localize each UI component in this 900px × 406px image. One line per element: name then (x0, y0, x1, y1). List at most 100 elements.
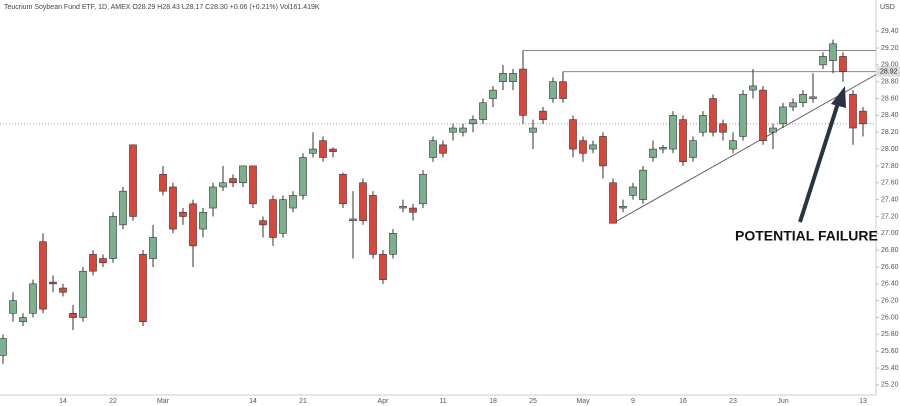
candle-body (619, 206, 627, 209)
candle-body (249, 165, 257, 205)
candle-body (579, 140, 587, 154)
candle-body (299, 157, 307, 196)
annotation-text: POTENTIAL FAILURE (735, 228, 878, 244)
x-tick-label: 25 (529, 398, 537, 405)
candle-body (819, 56, 827, 66)
candle-body (99, 258, 107, 264)
x-tick-label: 21 (299, 398, 307, 405)
candle-body (479, 102, 487, 120)
candle-body (589, 144, 597, 150)
candle-body (229, 178, 237, 184)
candle-body (0, 338, 7, 356)
candle-body (239, 165, 247, 184)
candle-body (19, 317, 27, 323)
trend-line (612, 74, 877, 224)
candle-body (849, 94, 857, 129)
candle-body (79, 270, 87, 318)
chart-title: Teucrium Soybean Fund ETF, 1D, AMEX O28.… (4, 4, 320, 11)
x-tick-label: 9 (631, 398, 635, 405)
x-tick-label: 14 (249, 398, 257, 405)
candle-body (189, 203, 197, 247)
candle-body (319, 140, 327, 158)
candle-body (329, 148, 337, 152)
candle-body (809, 96, 817, 99)
candle-body (69, 313, 77, 318)
candle-body (399, 206, 407, 209)
candle-body (609, 182, 617, 224)
candle-body (859, 110, 867, 125)
candle-body (519, 68, 527, 116)
candle-body (759, 89, 767, 141)
y-tick-label: 27.80 (881, 163, 899, 170)
candle-body (259, 220, 267, 226)
candle-body (469, 119, 477, 125)
candle-body (679, 119, 687, 163)
price-label: 28.92 (880, 68, 898, 75)
candle-body (699, 115, 707, 133)
x-tick-label: May (576, 398, 590, 405)
y-tick-label: 27.20 (881, 213, 899, 220)
x-tick-label: Apr (378, 398, 390, 405)
candle-body (369, 195, 377, 255)
x-tick-label: Mar (157, 398, 170, 405)
candle-body (29, 283, 37, 314)
candle-body (169, 186, 177, 230)
arrow-head (831, 86, 846, 108)
y-tick-label: 26.60 (881, 264, 899, 271)
candle-body (799, 94, 807, 104)
y-tick-label: 26.40 (881, 281, 899, 288)
candle-body (829, 43, 837, 61)
candle-body (439, 144, 447, 154)
candle-body (739, 94, 747, 137)
y-tick-label: 27.00 (881, 230, 899, 237)
candle-body (549, 81, 557, 99)
price-label-box (877, 66, 900, 77)
candle-body (669, 115, 677, 150)
arrow-shaft (798, 99, 841, 223)
candle-body (279, 199, 287, 234)
candle-body (569, 119, 577, 150)
candle-body (289, 195, 297, 209)
candle-body (389, 232, 397, 255)
candle-body (309, 148, 317, 154)
candle-body (649, 148, 657, 158)
y-tick-label: 25.60 (881, 348, 899, 355)
y-tick-label: 27.60 (881, 180, 899, 187)
candle-body (689, 140, 697, 158)
candle-body (149, 237, 157, 259)
x-tick-label: 16 (679, 398, 687, 405)
candle-body (339, 174, 347, 205)
y-tick-label: 26.80 (881, 247, 899, 254)
candle-body (409, 207, 417, 213)
y-tick-label: 28.00 (881, 146, 899, 153)
x-tick-label: 13 (859, 398, 867, 405)
candle-body (379, 254, 387, 280)
candle-body (269, 199, 277, 238)
candle-body (89, 254, 97, 272)
candle-body (49, 281, 57, 285)
x-tick-label: 14 (59, 398, 67, 405)
candle-body (219, 182, 227, 188)
candle-body (529, 127, 537, 133)
x-tick-label: 23 (729, 398, 737, 405)
y-tick-label: 28.80 (881, 79, 899, 86)
candle-body (629, 186, 637, 196)
candle-body (839, 56, 847, 72)
candle-body (599, 136, 607, 167)
candle-body (359, 182, 367, 221)
y-tick-label: 25.80 (881, 331, 899, 338)
y-tick-label: 28.20 (881, 129, 899, 136)
candle-body (179, 211, 187, 217)
candle-body (489, 89, 497, 99)
candle-body (769, 127, 777, 133)
x-tick-label: Jun (777, 398, 788, 405)
y-tick-label: 25.20 (881, 382, 899, 389)
candle-body (199, 211, 207, 230)
candle-body (159, 174, 167, 192)
candle-body (749, 85, 757, 91)
candle-body (499, 72, 507, 82)
x-tick-label: 22 (109, 398, 117, 405)
y-tick-label: 26.00 (881, 314, 899, 321)
